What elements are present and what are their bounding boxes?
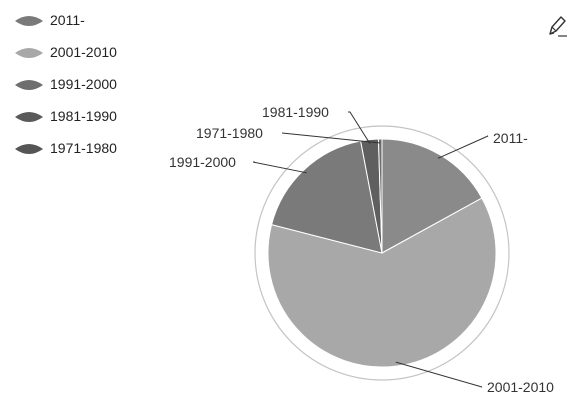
legend-label-1991-2000: 1991-2000 [50,76,117,92]
data-label-1981-1990: 1981-1990 [262,104,329,120]
legend-swatch-shape [15,143,43,154]
legend-swatch-1981-1990 [15,111,43,122]
pie-slice-1991-2000[interactable] [270,140,383,254]
leader-line-1981-1990 [348,111,371,144]
legend-swatch-2001-2010 [15,47,43,58]
legend-swatch-shape [15,111,43,122]
legend-swatch-1971-1980 [15,143,43,154]
data-label-1991-2000: 1991-2000 [169,154,236,170]
legend-item-1991-2000[interactable]: 1991-2000 [14,74,117,95]
leader-line-2001-2010 [395,361,483,388]
legend-item-1971-1980[interactable]: 1971-1980 [14,138,117,159]
legend-item-1981-1990[interactable]: 1981-1990 [14,106,117,127]
legend-label-1971-1980: 1971-1980 [50,140,117,156]
data-label-2011: 2011- [493,130,528,146]
data-label-2001-2010: 2001-2010 [487,379,554,395]
leader-line-1971-1980 [281,132,381,144]
leader-line-2011 [437,135,489,159]
legend-swatch-shape [15,15,43,26]
legend-swatch-shape [15,47,43,58]
pie-data-labels: 2011- 2001-2010 1991-2000 1981-1990 1971-198… [169,104,554,395]
data-label-1971-1980: 1971-1980 [196,125,263,141]
pie-slice-2001-2010[interactable] [267,197,497,368]
pie-slice-2011[interactable] [381,138,483,254]
legend-swatch-shape [15,79,43,90]
legend-swatch-1991-2000 [15,79,43,90]
legend-label-2011: 2011- [50,12,85,28]
pencil-icon[interactable] [546,14,568,38]
chart-legend: 2011- 2001-2010 1991-2000 1981-1990 1971… [14,10,117,159]
pie-slices [267,138,497,368]
leader-line-1991-2000 [252,161,307,174]
legend-item-2001-2010[interactable]: 2001-2010 [14,42,117,63]
legend-label-1981-1990: 1981-1990 [50,108,117,124]
pie-leader-lines [252,111,489,388]
legend-item-2011[interactable]: 2011- [14,10,117,31]
legend-label-2001-2010: 2001-2010 [50,44,117,60]
pie-slice-1971-1980[interactable] [377,138,383,254]
legend-swatch-2011 [15,15,43,26]
